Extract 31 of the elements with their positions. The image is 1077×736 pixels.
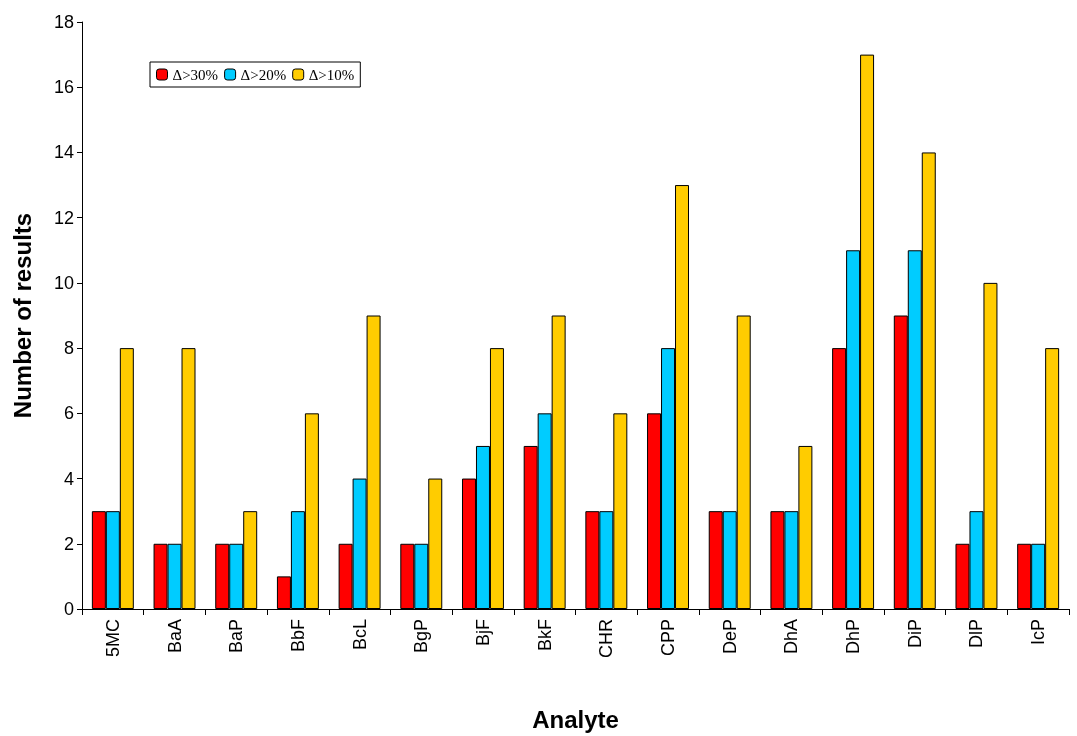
x-tick-label: DiP [904,619,925,649]
y-tick-label: 18 [53,12,74,32]
x-tick-label: DhP [843,619,864,655]
y-tick-label: 10 [53,272,74,293]
x-axis-title: Analyte [532,705,619,733]
y-tick-label: 12 [53,207,74,228]
x-tick-label: CPP [658,619,679,657]
y-tick-label: 14 [53,142,74,163]
x-tick-label: BbF [287,619,308,653]
x-tick-label: BcL [349,619,370,651]
x-tick-label: IcP [1028,619,1049,646]
x-tick-label: DhA [781,619,802,655]
legend-label: Δ>10% [308,66,355,83]
y-tick-label: 16 [53,77,74,98]
x-tick-label: BaA [164,619,185,654]
y-tick-label: 2 [63,533,74,554]
y-axis-title: Number of results [8,212,36,419]
legend-label: Δ>20% [240,66,287,83]
x-tick-label: DlP [966,619,987,649]
x-tick-label: 5MC [102,619,123,658]
y-tick-label: 6 [63,403,74,424]
x-tick-label: DeP [719,619,740,655]
y-tick-label: 8 [63,338,74,359]
x-tick-label: CHR [596,619,617,658]
y-tick-label: 4 [63,468,74,489]
y-tick-label: 0 [63,599,74,619]
legend-label: Δ>30% [172,66,219,83]
x-tick-label: BgP [411,619,432,654]
x-tick-label: BjF [472,619,493,646]
x-tick-label: BkF [534,619,555,652]
x-tick-label: BaP [226,619,247,654]
